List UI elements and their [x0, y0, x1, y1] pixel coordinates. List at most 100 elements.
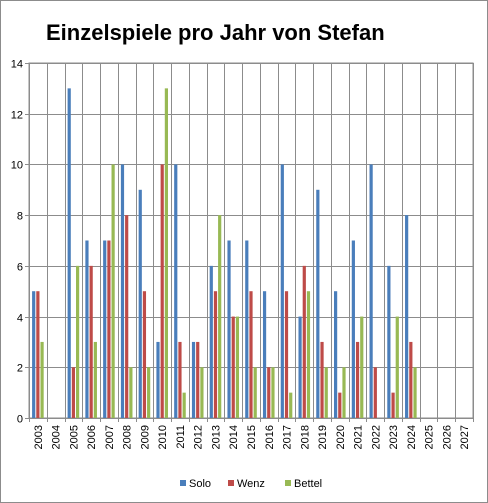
bar-bettel-2005 [76, 265, 80, 418]
bar-wenz-2005 [71, 367, 75, 418]
bar-bettel-2009 [147, 367, 151, 418]
bar-wenz-2009 [142, 291, 147, 418]
bar-bettel-2024 [413, 367, 417, 418]
bar-solo-2021 [351, 240, 355, 418]
bar-solo-2015 [245, 240, 249, 418]
y-tick-label: 4 [17, 313, 23, 325]
x-tick-label: 2019 [317, 425, 329, 449]
bar-bettel-2019 [324, 367, 328, 418]
axis-layer: 0 2 4 6 8 10 12 14 2003 2004 2005 2006 2007 2008 2009 2… [11, 59, 474, 449]
bar-bettel-2008 [129, 367, 133, 418]
bar-solo-2013 [209, 265, 213, 418]
x-tick-label: 2013 [210, 425, 222, 449]
y-tick-label: 6 [17, 262, 23, 274]
bar-bettel-2018 [306, 291, 311, 418]
chart-title: Einzelspiele pro Jahr von Stefan [46, 20, 385, 45]
bar-wenz-2020 [338, 392, 342, 418]
x-tick-label: 2007 [104, 425, 116, 449]
x-tick-label: 2021 [353, 425, 365, 449]
y-tick-label: 8 [17, 211, 23, 223]
bar-wenz-2016 [267, 367, 271, 418]
bar-solo-2005 [67, 88, 71, 419]
x-tick-label: 2024 [406, 425, 418, 449]
bar-solo-2020 [334, 291, 338, 418]
y-tick-label: 12 [11, 110, 23, 122]
bar-wenz-2014 [231, 316, 235, 418]
legend: Solo Wenz Bettel [180, 478, 322, 490]
bar-wenz-2013 [213, 291, 218, 418]
bar-wenz-2008 [125, 215, 129, 418]
bar-wenz-2012 [196, 341, 200, 418]
bar-wenz-2022 [373, 367, 377, 418]
bar-bettel-2010 [164, 88, 168, 419]
x-tick-label: 2025 [424, 425, 436, 449]
bar-bettel-2012 [200, 367, 204, 418]
bar-solo-2012 [191, 341, 196, 418]
x-tick-label: 2009 [139, 425, 151, 449]
y-tick-label: 14 [11, 59, 23, 71]
x-tick-label: 2023 [388, 425, 400, 449]
bar-bettel-2007 [111, 164, 115, 418]
y-tick-label: 2 [17, 363, 23, 375]
x-tick-label: 2014 [228, 425, 240, 449]
bar-wenz-2015 [249, 291, 253, 418]
legend-label-solo: Solo [189, 478, 211, 490]
bar-wenz-2023 [391, 392, 395, 418]
bar-solo-2019 [316, 189, 320, 418]
legend-label-bettel: Bettel [294, 478, 322, 490]
bar-wenz-2003 [36, 291, 40, 418]
x-tick-label: 2020 [335, 425, 347, 449]
x-tick-label: 2026 [441, 425, 453, 449]
x-tick-label: 2005 [68, 425, 80, 449]
bar-solo-2006 [85, 240, 89, 418]
bar-wenz-2006 [89, 265, 93, 418]
bar-wenz-2007 [107, 240, 111, 418]
bar-solo-2018 [298, 316, 302, 418]
bar-wenz-2021 [355, 341, 360, 418]
x-tick-label: 2016 [264, 425, 276, 449]
bar-wenz-2011 [178, 341, 182, 418]
bar-bettel-2020 [342, 367, 346, 418]
bar-wenz-2010 [160, 164, 164, 418]
x-tick-label: 2004 [51, 425, 63, 449]
x-tick-label: 2022 [370, 425, 382, 449]
x-tick-label: 2008 [122, 425, 134, 449]
bar-bettel-2023 [395, 316, 399, 418]
x-tick-label: 2015 [246, 425, 258, 449]
x-tick-label: 2018 [299, 425, 311, 449]
y-tick-label: 10 [11, 160, 23, 172]
bar-solo-2009 [138, 189, 142, 418]
legend-swatch-bettel [285, 480, 291, 486]
bar-solo-2022 [369, 164, 373, 418]
bar-bettel-2011 [182, 392, 186, 418]
bar-wenz-2024 [409, 341, 413, 418]
legend-swatch-wenz [228, 480, 234, 486]
bar-bettel-2006 [93, 341, 97, 418]
bar-solo-2024 [405, 215, 409, 418]
bar-solo-2010 [156, 341, 160, 418]
bar-bettel-2013 [218, 215, 222, 418]
x-tick-label: 2006 [86, 425, 98, 449]
x-tick-label: 2003 [33, 425, 45, 449]
x-tick-label: 2011 [175, 425, 187, 449]
bars-layer [32, 88, 417, 419]
bar-bettel-2021 [360, 316, 364, 418]
bar-bettel-2003 [40, 341, 44, 418]
bar-solo-2007 [103, 240, 107, 418]
legend-swatch-solo [180, 480, 186, 486]
y-tick-label: 0 [17, 414, 23, 426]
x-tick-label: 2017 [282, 425, 294, 449]
bar-solo-2016 [262, 291, 267, 418]
legend-label-wenz: Wenz [237, 478, 265, 490]
bar-wenz-2019 [320, 341, 324, 418]
bar-bettel-2016 [271, 367, 275, 418]
bar-solo-2017 [280, 164, 284, 418]
x-tick-label: 2012 [193, 425, 205, 449]
x-tick-label: 2010 [157, 425, 169, 449]
bar-solo-2014 [227, 240, 231, 418]
bar-solo-2008 [120, 164, 125, 418]
bar-bettel-2017 [289, 392, 293, 418]
bar-solo-2003 [32, 291, 36, 418]
x-tick-label: 2027 [459, 425, 471, 449]
